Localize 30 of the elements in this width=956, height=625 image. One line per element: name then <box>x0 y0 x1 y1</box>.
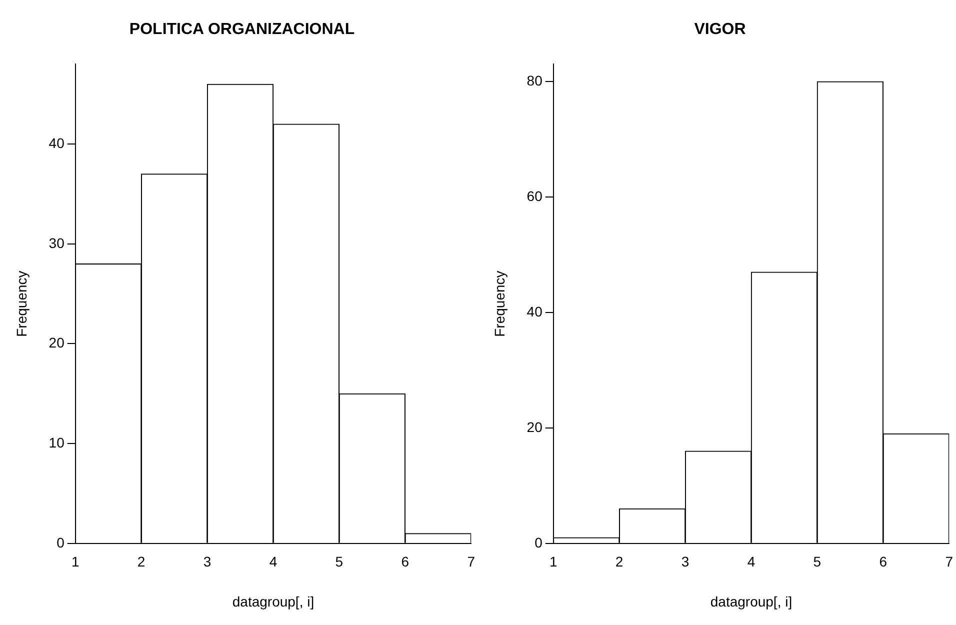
x-tick-label: 6 <box>401 554 410 570</box>
y-tick-label: 0 <box>534 534 543 550</box>
chart-title: VIGOR <box>694 21 746 38</box>
x-tick-label: 6 <box>879 554 888 570</box>
x-tick-label: 3 <box>203 554 212 570</box>
x-axis-title: datagroup[, i] <box>710 593 792 610</box>
y-tick-label: 40 <box>526 303 543 320</box>
x-tick-label: 4 <box>747 554 756 570</box>
x-tick-label: 7 <box>467 554 476 570</box>
y-tick-label: 20 <box>48 334 65 351</box>
x-tick-label: 7 <box>945 554 954 570</box>
y-tick-label: 10 <box>48 434 65 450</box>
x-tick-label: 2 <box>615 554 624 570</box>
x-tick-label: 5 <box>335 554 344 570</box>
chart-title: POLITICA ORGANIZACIONAL <box>129 21 355 38</box>
y-tick-label: 30 <box>48 234 65 251</box>
x-tick-label: 1 <box>549 554 558 570</box>
y-tick-label: 80 <box>526 72 543 88</box>
x-tick-label: 4 <box>269 554 278 570</box>
y-tick-label: 0 <box>56 534 65 550</box>
y-axis-title: Frequency <box>13 270 30 337</box>
y-axis-title: Frequency <box>491 270 508 337</box>
x-tick-label: 2 <box>137 554 146 570</box>
y-tick-label: 60 <box>526 188 543 204</box>
y-tick-label: 20 <box>526 418 543 435</box>
y-tick-label: 40 <box>48 134 65 151</box>
x-tick-label: 1 <box>71 554 80 570</box>
x-tick-label: 5 <box>813 554 822 570</box>
x-axis-title: datagroup[, i] <box>232 593 314 610</box>
x-tick-label: 3 <box>681 554 690 570</box>
